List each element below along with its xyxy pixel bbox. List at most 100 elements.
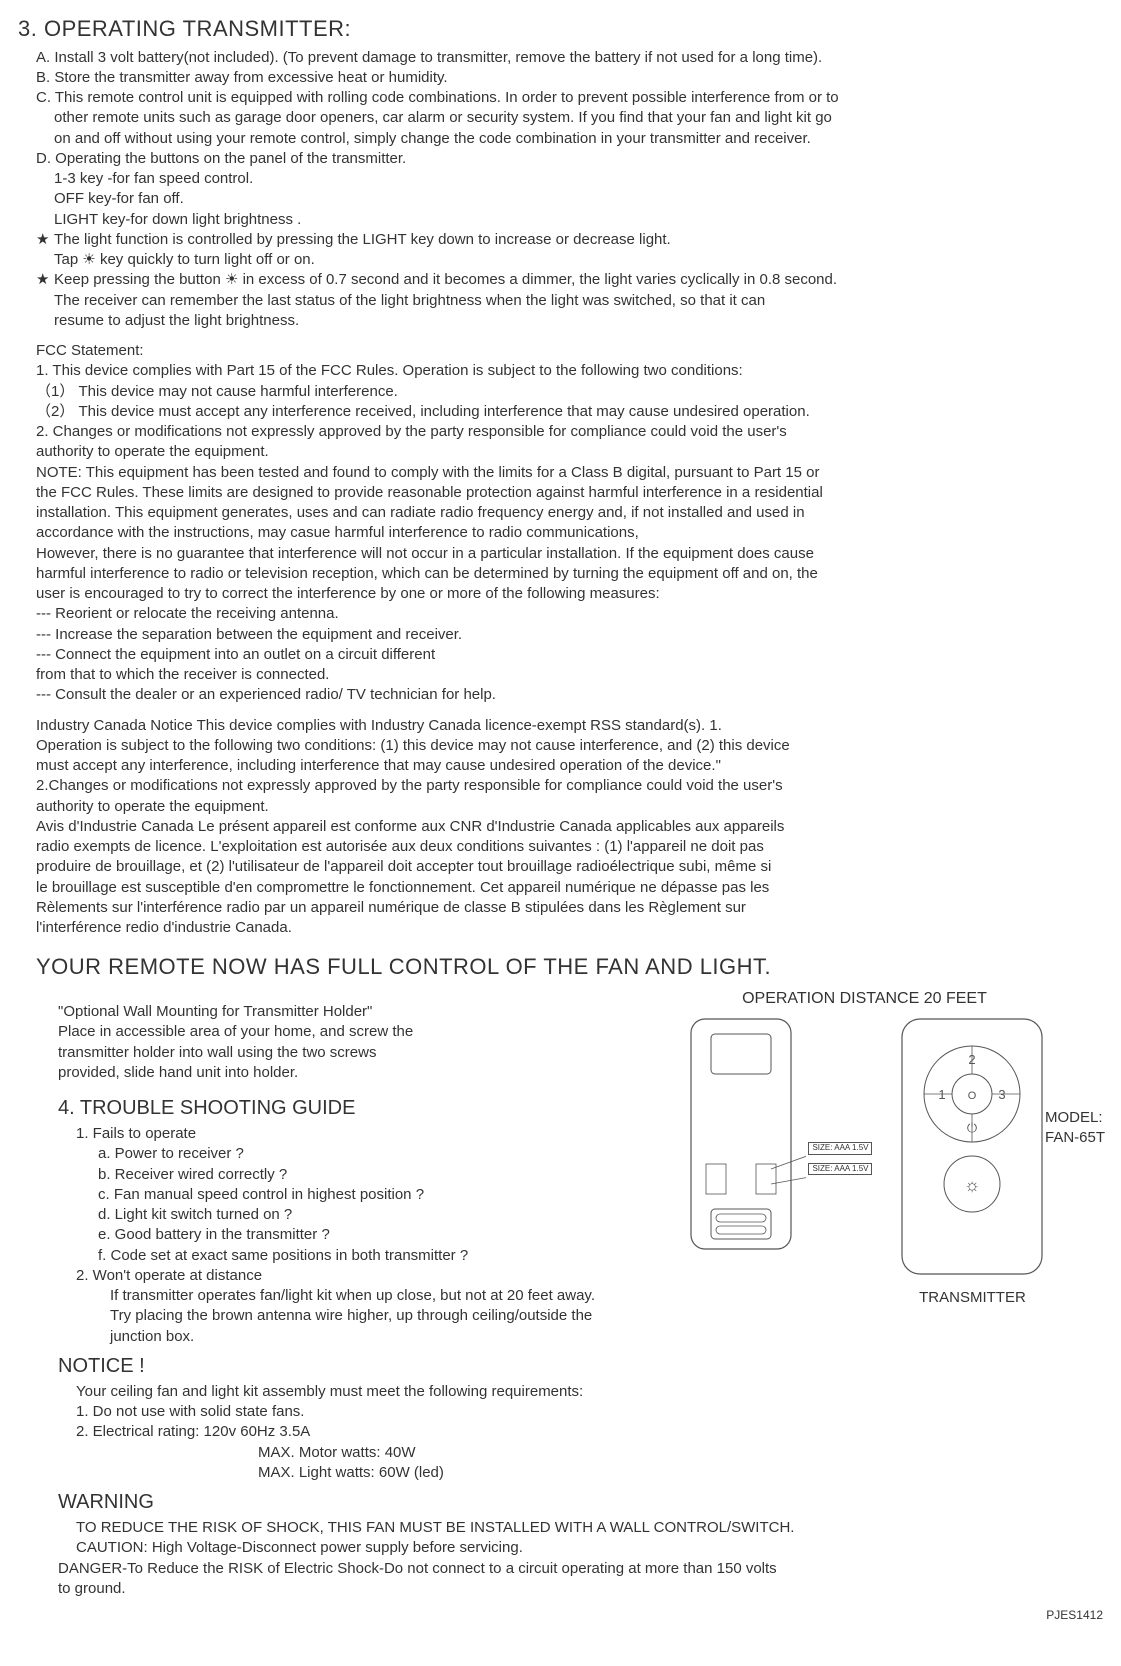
warning-l1: TO REDUCE THE RISK OF SHOCK, THIS FAN MU… bbox=[58, 1518, 1103, 1538]
fcc-block: FCC Statement: 1. This device complies w… bbox=[18, 341, 1103, 706]
fcc-l6: NOTE: This equipment has been tested and… bbox=[36, 463, 1103, 483]
battery-labels: SIZE: AAA 1.5V SIZE: AAA 1.5V bbox=[808, 1142, 872, 1176]
wallmount-l2: Place in accessible area of your home, a… bbox=[58, 1022, 626, 1042]
item-a: A. Install 3 volt battery(not included).… bbox=[36, 48, 1103, 68]
star-note-2-text: Keep pressing the button ☀ in excess of … bbox=[54, 271, 837, 288]
trouble-b: b. Receiver wired correctly ? bbox=[58, 1165, 626, 1185]
warning-l3: DANGER-To Reduce the RISK of Electric Sh… bbox=[58, 1559, 1103, 1579]
trouble-title: 4. TROUBLE SHOOTING GUIDE bbox=[18, 1095, 626, 1122]
fcc-l9: accordance with the instructions, may ca… bbox=[36, 523, 1103, 543]
item-b: B. Store the transmitter away from exces… bbox=[36, 68, 1103, 88]
item-d-1: 1-3 key -for fan speed control. bbox=[36, 169, 1103, 189]
fcc-l8: installation. This equipment generates, … bbox=[36, 503, 1103, 523]
wallmount-l3: transmitter holder into wall using the t… bbox=[58, 1043, 626, 1063]
star-icon: ★ bbox=[36, 270, 54, 290]
section-3-body: A. Install 3 volt battery(not included).… bbox=[18, 48, 1103, 332]
item-d-3: LIGHT key-for down light brightness . bbox=[36, 210, 1103, 230]
ic-l7: radio exempts de licence. L'exploitation… bbox=[36, 837, 1103, 857]
star-icon: ★ bbox=[36, 230, 54, 250]
fcc-l4: 2. Changes or modifications not expressl… bbox=[36, 422, 1103, 442]
star-note-2c: resume to adjust the light brightness. bbox=[36, 311, 1103, 331]
full-control-heading: YOUR REMOTE NOW HAS FULL CONTROL OF THE … bbox=[18, 952, 1103, 982]
item-c-3: on and off without using your remote con… bbox=[36, 129, 1103, 149]
ic-l8: produire de brouillage, et (2) l'utilisa… bbox=[36, 857, 1103, 877]
wallmount-l1: "Optional Wall Mounting for Transmitter … bbox=[58, 1002, 626, 1022]
ic-l4: 2.Changes or modifications not expressly… bbox=[36, 776, 1103, 796]
trouble-1: 1. Fails to operate bbox=[58, 1124, 626, 1144]
trouble-2a: If transmitter operates fan/light kit wh… bbox=[58, 1286, 626, 1306]
trouble-block: 1. Fails to operate a. Power to receiver… bbox=[18, 1124, 626, 1347]
notice-l1: Your ceiling fan and light kit assembly … bbox=[58, 1382, 1103, 1402]
star-note-2: ★Keep pressing the button ☀ in excess of… bbox=[36, 270, 1103, 290]
section-3-title: 3. OPERATING TRANSMITTER: bbox=[18, 14, 1103, 44]
notice-block: Your ceiling fan and light kit assembly … bbox=[18, 1382, 1103, 1483]
fcc-l5: authority to operate the equipment. bbox=[36, 442, 1103, 462]
notice-l2: 1. Do not use with solid state fans. bbox=[58, 1402, 1103, 1422]
warning-l4: to ground. bbox=[58, 1579, 1103, 1599]
trouble-a: a. Power to receiver ? bbox=[58, 1144, 626, 1164]
fcc-l2: （1） This device may not cause harmful in… bbox=[36, 382, 1103, 402]
fcc-m2: --- Increase the separation between the … bbox=[36, 625, 1103, 645]
notice-title: NOTICE ! bbox=[18, 1353, 1103, 1380]
btn-3: 3 bbox=[999, 1087, 1006, 1102]
star-note-1-text: The light function is controlled by pres… bbox=[54, 231, 671, 248]
btn-off: O bbox=[968, 1090, 977, 1102]
ic-l6: Avis d'Industrie Canada Le présent appar… bbox=[36, 817, 1103, 837]
warning-l2: CAUTION: High Voltage-Disconnect power s… bbox=[58, 1538, 1103, 1558]
light-icon: ☼ bbox=[964, 1175, 981, 1195]
fcc-l10: However, there is no guarantee that inte… bbox=[36, 544, 1103, 564]
footer-code: PJES1412 bbox=[18, 1607, 1103, 1623]
fcc-m3: --- Connect the equipment into an outlet… bbox=[36, 645, 1103, 665]
star-note-1b: Tap ☀ key quickly to turn light off or o… bbox=[36, 250, 1103, 270]
remote-diagrams: OPERATION DISTANCE 20 FEET bbox=[626, 988, 1103, 1308]
trouble-f: f. Code set at exact same positions in b… bbox=[58, 1246, 626, 1266]
star-note-1: ★The light function is controlled by pre… bbox=[36, 230, 1103, 250]
item-d: D. Operating the buttons on the panel of… bbox=[36, 149, 1103, 169]
fcc-l12: user is encouraged to try to correct the… bbox=[36, 584, 1103, 604]
trouble-d: d. Light kit switch turned on ? bbox=[58, 1205, 626, 1225]
ic-l9: le brouillage est susceptible d'en compr… bbox=[36, 878, 1103, 898]
model-2: FAN-65T bbox=[1045, 1129, 1105, 1146]
btn-1: 1 bbox=[939, 1087, 946, 1102]
item-c-1: C. This remote control unit is equipped … bbox=[36, 88, 1103, 108]
fcc-l3: （2） This device must accept any interfer… bbox=[36, 402, 1103, 422]
ic-l2: Operation is subject to the following tw… bbox=[36, 736, 1103, 756]
ic-block: Industry Canada Notice This device compl… bbox=[18, 716, 1103, 939]
trouble-2b: Try placing the brown antenna wire highe… bbox=[58, 1306, 626, 1347]
star-note-2b: The receiver can remember the last statu… bbox=[36, 291, 1103, 311]
ic-l10: Rèlements sur l'interférence radio par u… bbox=[36, 898, 1103, 918]
notice-l4: MAX. Motor watts: 40W bbox=[58, 1443, 1103, 1463]
fcc-l7: the FCC Rules. These limits are designed… bbox=[36, 483, 1103, 503]
fcc-m1: --- Reorient or relocate the receiving a… bbox=[36, 604, 1103, 624]
btn-off-icon: ⏻ bbox=[967, 1120, 977, 1135]
fcc-l1: 1. This device complies with Part 15 of … bbox=[36, 361, 1103, 381]
fcc-m4: from that to which the receiver is conne… bbox=[36, 665, 1103, 685]
wall-mount-block: "Optional Wall Mounting for Transmitter … bbox=[18, 1002, 626, 1083]
model-label: MODEL: FAN-65T bbox=[1045, 1108, 1105, 1149]
battery-label-2: SIZE: AAA 1.5V bbox=[808, 1163, 872, 1176]
warning-block: TO REDUCE THE RISK OF SHOCK, THIS FAN MU… bbox=[18, 1518, 1103, 1599]
remote-back-diagram bbox=[676, 1014, 806, 1264]
notice-l3: 2. Electrical rating: 120v 60Hz 3.5A bbox=[58, 1422, 1103, 1442]
warning-title: WARNING bbox=[18, 1489, 1103, 1516]
trouble-2: 2. Won't operate at distance bbox=[58, 1266, 626, 1286]
transmitter-label: TRANSMITTER bbox=[892, 1288, 1052, 1308]
wallmount-l4: provided, slide hand unit into holder. bbox=[58, 1063, 626, 1083]
ic-l1: Industry Canada Notice This device compl… bbox=[36, 716, 1103, 736]
fcc-l11: harmful interference to radio or televis… bbox=[36, 564, 1103, 584]
ic-l11: l'interférence redio d'industrie Canada. bbox=[36, 918, 1103, 938]
trouble-c: c. Fan manual speed control in highest p… bbox=[58, 1185, 626, 1205]
fcc-m5: --- Consult the dealer or an experienced… bbox=[36, 685, 1103, 705]
operation-distance: OPERATION DISTANCE 20 FEET bbox=[626, 988, 1103, 1010]
model-1: MODEL: bbox=[1045, 1109, 1103, 1126]
item-c-2: other remote units such as garage door o… bbox=[36, 108, 1103, 128]
fcc-title: FCC Statement: bbox=[36, 341, 1103, 361]
btn-2: 2 bbox=[969, 1052, 976, 1067]
trouble-e: e. Good battery in the transmitter ? bbox=[58, 1225, 626, 1245]
battery-label-1: SIZE: AAA 1.5V bbox=[808, 1142, 872, 1155]
ic-l5: authority to operate the equipment. bbox=[36, 797, 1103, 817]
notice-l5: MAX. Light watts: 60W (led) bbox=[58, 1463, 1103, 1483]
ic-l3: must accept any interference, including … bbox=[36, 756, 1103, 776]
remote-front-diagram: 2 1 3 ⏻ O ☼ TRANSMITTER bbox=[892, 1014, 1052, 1308]
item-d-2: OFF key-for fan off. bbox=[36, 189, 1103, 209]
